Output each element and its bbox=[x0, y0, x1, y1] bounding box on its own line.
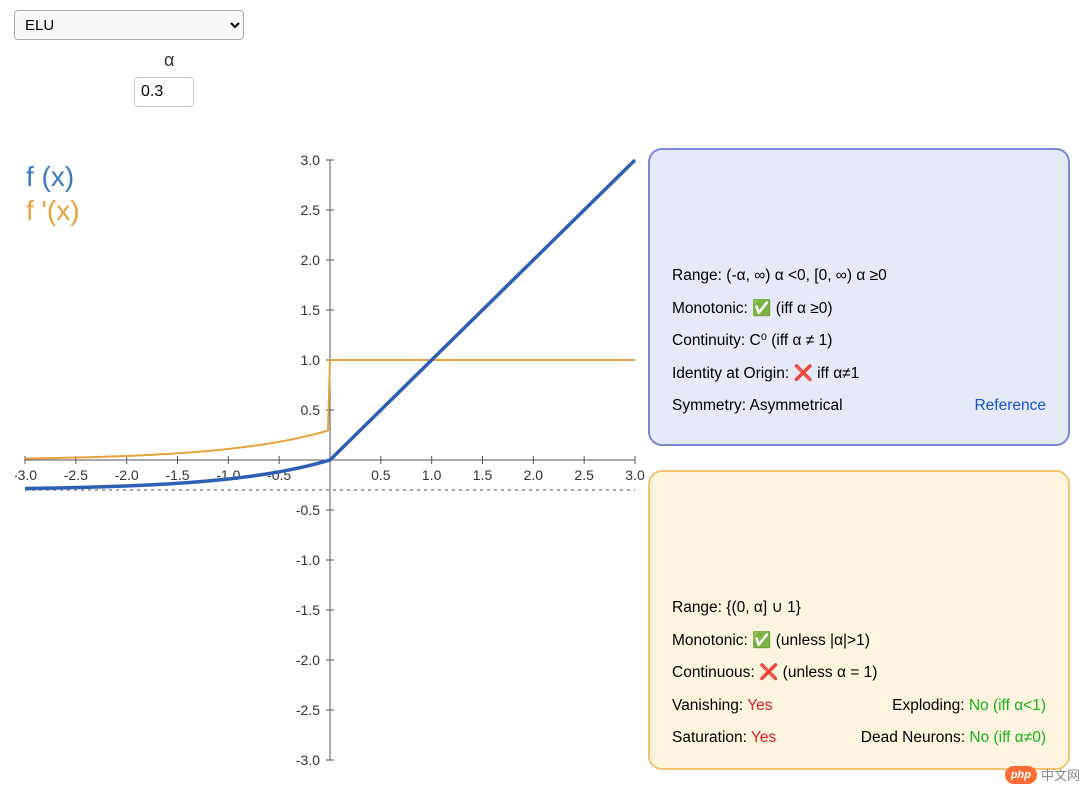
range-value: {(0, α] ∪ 1} bbox=[726, 599, 801, 616]
svg-text:0.5: 0.5 bbox=[301, 402, 321, 418]
continuous-note: (unless α = 1) bbox=[783, 664, 878, 681]
exploding-label: Exploding: bbox=[892, 697, 964, 714]
monotonic-label: Monotonic: bbox=[672, 300, 748, 317]
vanishing-label: Vanishing: bbox=[672, 697, 743, 714]
saturation-label: Saturation: bbox=[672, 729, 747, 746]
saturation-value: Yes bbox=[751, 729, 776, 746]
symmetry-value: Asymmetrical bbox=[750, 397, 843, 414]
svg-text:-1.5: -1.5 bbox=[165, 467, 189, 483]
svg-text:2.0: 2.0 bbox=[301, 252, 321, 268]
watermark: php 中文网 bbox=[1005, 765, 1080, 784]
svg-text:2.0: 2.0 bbox=[524, 467, 544, 483]
svg-text:1.0: 1.0 bbox=[422, 467, 442, 483]
svg-text:1.5: 1.5 bbox=[301, 302, 321, 318]
svg-text:-2.0: -2.0 bbox=[115, 467, 139, 483]
monotonic-label: Monotonic: bbox=[672, 632, 748, 649]
reference-link[interactable]: Reference bbox=[974, 390, 1046, 423]
svg-text:-2.0: -2.0 bbox=[296, 652, 320, 668]
activation-selector[interactable]: ELU bbox=[14, 10, 244, 40]
symmetry-label: Symmetry: bbox=[672, 397, 746, 414]
identity-note: iff α≠1 bbox=[817, 365, 859, 382]
info-box-fprime: Range: {(0, α] ∪ 1} Monotonic: ✅ (unless… bbox=[648, 470, 1070, 770]
check-icon: ✅ bbox=[752, 632, 771, 649]
svg-text:1.0: 1.0 bbox=[301, 352, 321, 368]
svg-text:3.0: 3.0 bbox=[301, 152, 321, 168]
svg-text:-2.5: -2.5 bbox=[296, 702, 320, 718]
cross-icon: ❌ bbox=[793, 365, 812, 382]
alpha-input[interactable] bbox=[134, 77, 194, 107]
svg-text:1.5: 1.5 bbox=[473, 467, 493, 483]
alpha-label: α bbox=[134, 50, 1066, 71]
monotonic-note: (iff α ≥0) bbox=[776, 300, 833, 317]
php-badge-icon: php bbox=[1005, 766, 1037, 784]
svg-text:-2.5: -2.5 bbox=[64, 467, 88, 483]
svg-text:3.0: 3.0 bbox=[625, 467, 645, 483]
cross-icon: ❌ bbox=[759, 664, 778, 681]
info-box-f: Range: (-α, ∞) α <0, [0, ∞) α ≥0 Monoton… bbox=[648, 148, 1070, 446]
svg-text:-3.0: -3.0 bbox=[296, 752, 320, 768]
dead-value: No (iff α≠0) bbox=[969, 729, 1046, 746]
exploding-value: No (iff α<1) bbox=[969, 697, 1046, 714]
range-value: (-α, ∞) α <0, [0, ∞) α ≥0 bbox=[726, 267, 886, 284]
monotonic-note: (unless |α|>1) bbox=[776, 632, 870, 649]
svg-text:2.5: 2.5 bbox=[301, 202, 321, 218]
svg-text:-3.0: -3.0 bbox=[15, 467, 37, 483]
svg-text:-1.0: -1.0 bbox=[296, 552, 320, 568]
vanishing-value: Yes bbox=[747, 697, 772, 714]
svg-text:-1.5: -1.5 bbox=[296, 602, 320, 618]
svg-text:-0.5: -0.5 bbox=[296, 502, 320, 518]
identity-label: Identity at Origin: bbox=[672, 365, 789, 382]
dead-label: Dead Neurons: bbox=[861, 729, 965, 746]
chart: -3.0 -2.5 -2.0 -1.5 -1.0 -0.5 0.5 1.0 1.5 2.0 2.5 3… bbox=[15, 150, 645, 770]
watermark-text: 中文网 bbox=[1041, 765, 1080, 784]
svg-text:2.5: 2.5 bbox=[574, 467, 594, 483]
range-label: Range: bbox=[672, 267, 722, 284]
svg-text:0.5: 0.5 bbox=[371, 467, 391, 483]
continuity-label: Continuity: bbox=[672, 332, 745, 349]
continuity-value: C⁰ (iff α ≠ 1) bbox=[750, 332, 833, 349]
check-icon: ✅ bbox=[752, 300, 771, 317]
continuous-label: Continuous: bbox=[672, 664, 755, 681]
range-label: Range: bbox=[672, 599, 722, 616]
